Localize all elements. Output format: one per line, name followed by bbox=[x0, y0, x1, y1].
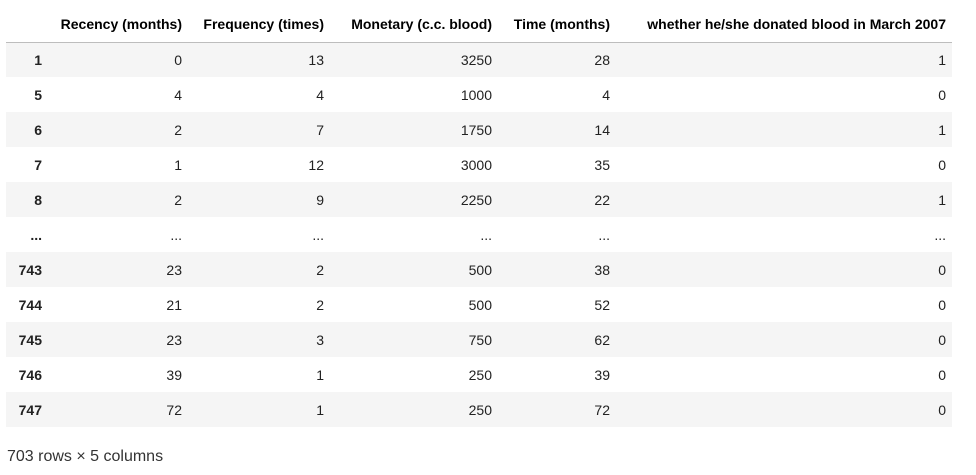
row-index: 745 bbox=[18, 331, 42, 348]
header-row: Recency (months) Frequency (times) Monet… bbox=[6, 7, 952, 43]
cell-frequency: 12 bbox=[308, 156, 324, 173]
header-index bbox=[6, 7, 48, 43]
cell-donated: 0 bbox=[938, 296, 946, 313]
row-index: 5 bbox=[34, 86, 42, 103]
cell-donated: 1 bbox=[938, 121, 946, 138]
cell-monetary: 3250 bbox=[460, 51, 492, 68]
header-time: Time (months) bbox=[498, 7, 616, 43]
cell-monetary: 1000 bbox=[460, 86, 492, 103]
cell-recency: ... bbox=[170, 226, 182, 243]
cell-recency: 4 bbox=[174, 86, 182, 103]
cell-frequency: 9 bbox=[316, 191, 324, 208]
table-row: 8 2 9 2250 22 1 bbox=[6, 182, 952, 217]
cell-monetary: ... bbox=[480, 226, 492, 243]
row-index: 8 bbox=[34, 191, 42, 208]
cell-frequency: 2 bbox=[316, 261, 324, 278]
cell-donated: 0 bbox=[938, 86, 946, 103]
cell-monetary: 750 bbox=[468, 331, 492, 348]
row-index: 6 bbox=[34, 121, 42, 138]
cell-recency: 39 bbox=[166, 366, 182, 383]
table-row: 6 2 7 1750 14 1 bbox=[6, 112, 952, 147]
cell-frequency: 2 bbox=[316, 296, 324, 313]
table-row: 746 39 1 250 39 0 bbox=[6, 357, 952, 392]
cell-recency: 2 bbox=[174, 191, 182, 208]
table-row: 743 23 2 500 38 0 bbox=[6, 252, 952, 287]
cell-monetary: 500 bbox=[468, 296, 492, 313]
cell-frequency: 1 bbox=[316, 401, 324, 418]
cell-recency: 23 bbox=[166, 261, 182, 278]
row-index: ... bbox=[30, 226, 42, 243]
cell-time: ... bbox=[598, 226, 610, 243]
table-row: 1 0 13 3250 28 1 bbox=[6, 42, 952, 77]
cell-time: 39 bbox=[594, 366, 610, 383]
cell-recency: 72 bbox=[166, 401, 182, 418]
cell-donated: 0 bbox=[938, 156, 946, 173]
cell-time: 52 bbox=[594, 296, 610, 313]
table-header: Recency (months) Frequency (times) Monet… bbox=[6, 7, 952, 43]
cell-time: 28 bbox=[594, 51, 610, 68]
cell-time: 35 bbox=[594, 156, 610, 173]
cell-recency: 21 bbox=[166, 296, 182, 313]
cell-donated: 0 bbox=[938, 331, 946, 348]
table-row: 7 1 12 3000 35 0 bbox=[6, 147, 952, 182]
header-frequency: Frequency (times) bbox=[188, 7, 330, 43]
cell-monetary: 1750 bbox=[460, 121, 492, 138]
cell-recency: 0 bbox=[174, 51, 182, 68]
dataframe-table: Recency (months) Frequency (times) Monet… bbox=[6, 7, 952, 427]
cell-monetary: 3000 bbox=[460, 156, 492, 173]
table-row: 744 21 2 500 52 0 bbox=[6, 287, 952, 322]
cell-frequency: 1 bbox=[316, 366, 324, 383]
cell-donated: ... bbox=[934, 226, 946, 243]
header-monetary: Monetary (c.c. blood) bbox=[330, 7, 498, 43]
cell-frequency: 3 bbox=[316, 331, 324, 348]
row-index: 744 bbox=[18, 296, 42, 313]
cell-time: 72 bbox=[594, 401, 610, 418]
row-index: 7 bbox=[34, 156, 42, 173]
cell-time: 4 bbox=[602, 86, 610, 103]
table-row: 5 4 4 1000 4 0 bbox=[6, 77, 952, 112]
row-index: 1 bbox=[34, 51, 42, 68]
table-body: 1 0 13 3250 28 1 5 4 4 1000 4 0 6 2 7 1750 14 1 7 1 12 3000 35… bbox=[6, 42, 952, 427]
row-index: 743 bbox=[18, 261, 42, 278]
cell-donated: 0 bbox=[938, 366, 946, 383]
cell-donated: 1 bbox=[938, 191, 946, 208]
cell-frequency: 7 bbox=[316, 121, 324, 138]
header-donated: whether he/she donated blood in March 20… bbox=[616, 7, 952, 43]
table-row: .................. bbox=[6, 217, 952, 252]
cell-recency: 23 bbox=[166, 331, 182, 348]
cell-monetary: 500 bbox=[468, 261, 492, 278]
cell-donated: 0 bbox=[938, 401, 946, 418]
cell-recency: 2 bbox=[174, 121, 182, 138]
cell-donated: 0 bbox=[938, 261, 946, 278]
cell-time: 38 bbox=[594, 261, 610, 278]
header-recency: Recency (months) bbox=[48, 7, 188, 43]
cell-time: 14 bbox=[594, 121, 610, 138]
cell-monetary: 250 bbox=[468, 366, 492, 383]
row-index: 747 bbox=[18, 401, 42, 418]
cell-frequency: ... bbox=[312, 226, 324, 243]
dataframe-shape: 703 rows × 5 columns bbox=[7, 448, 164, 465]
cell-recency: 1 bbox=[174, 156, 182, 173]
table-row: 745 23 3 750 62 0 bbox=[6, 322, 952, 357]
cell-monetary: 250 bbox=[468, 401, 492, 418]
table-row: 747 72 1 250 72 0 bbox=[6, 392, 952, 427]
row-index: 746 bbox=[18, 366, 42, 383]
cell-time: 22 bbox=[594, 191, 610, 208]
cell-frequency: 13 bbox=[308, 51, 324, 68]
cell-donated: 1 bbox=[938, 51, 946, 68]
cell-monetary: 2250 bbox=[460, 191, 492, 208]
cell-time: 62 bbox=[594, 331, 610, 348]
cell-frequency: 4 bbox=[316, 86, 324, 103]
